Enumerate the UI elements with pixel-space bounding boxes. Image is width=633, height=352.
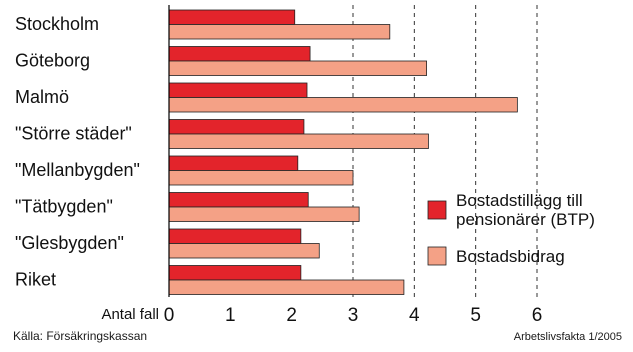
x-tick-label: 0 — [164, 305, 175, 326]
publication-note: Arbetslivsfakta 1/2005 — [513, 331, 622, 343]
x-tick-label: 5 — [470, 305, 481, 326]
category-label: Stockholm — [15, 14, 99, 34]
bar-bostadsbidrag — [168, 206, 360, 222]
bar-btp — [168, 265, 302, 281]
x-tick-label: 2 — [286, 305, 297, 326]
category-label: Riket — [15, 270, 56, 290]
x-tick-labels: 0 1 2 3 4 5 6 — [164, 305, 543, 326]
x-tick-label: 1 — [225, 305, 236, 326]
legend: Bostadstillägg till pensionärer (BTP) Bo… — [427, 191, 595, 266]
source-note: Källa: Försäkringskassan — [13, 329, 148, 343]
bar-btp — [168, 228, 302, 244]
bar-btp — [168, 82, 308, 98]
x-tick-label: 4 — [409, 305, 420, 326]
category-label: "Större städer" — [15, 124, 132, 144]
category-label: "Mellanbygden" — [15, 160, 140, 180]
category-label: Göteborg — [15, 51, 90, 71]
category-label: "Glesbygden" — [15, 233, 124, 253]
bar-bostadsbidrag — [168, 60, 428, 76]
legend-label-btp-line2: pensionärer (BTP) — [456, 210, 595, 229]
x-tick-label: 3 — [348, 305, 359, 326]
bar-bostadsbidrag — [168, 97, 518, 113]
bar-bostadsbidrag — [168, 170, 354, 186]
bar-bostadsbidrag — [168, 133, 429, 149]
bar-btp — [168, 119, 305, 135]
bar-bostadsbidrag — [168, 243, 320, 259]
legend-label-bostadsbidrag: Bostadsbidrag — [456, 247, 565, 266]
legend-swatch-btp — [427, 200, 447, 220]
bars — [168, 9, 518, 295]
legend-label-btp-line1: Bostadstillägg till — [456, 191, 583, 210]
bar-bostadsbidrag — [168, 279, 405, 295]
bar-bostadsbidrag — [168, 24, 391, 40]
legend-swatch-bostadsbidrag — [427, 246, 447, 266]
x-tick-label: 6 — [532, 305, 543, 326]
x-axis-label: Antal fall — [101, 306, 159, 323]
bar-btp — [168, 192, 309, 208]
category-label: "Tätbygden" — [15, 197, 113, 217]
bar-btp — [168, 46, 311, 62]
bar-btp — [168, 9, 296, 25]
grid-lines — [352, 5, 538, 297]
bar-btp — [168, 155, 299, 171]
category-label: Malmö — [15, 87, 69, 107]
category-labels: Stockholm Göteborg Malmö "Större städer" "Me… — [15, 14, 140, 290]
